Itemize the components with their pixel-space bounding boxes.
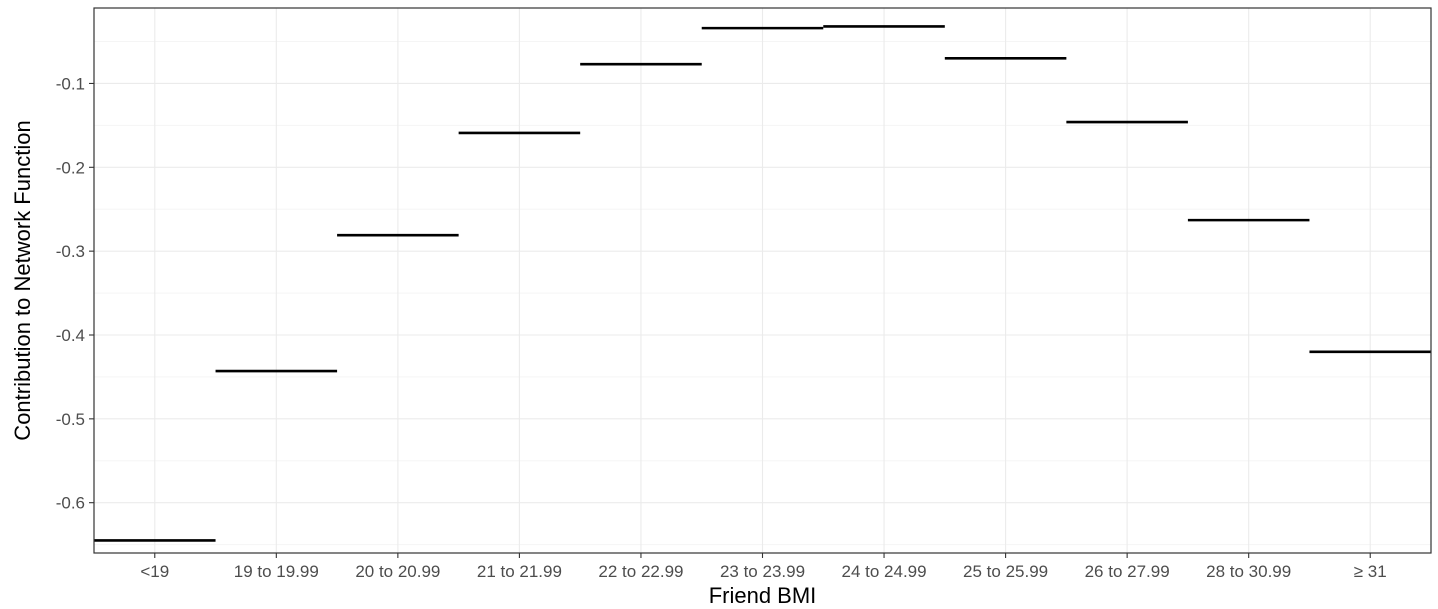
y-tick-label: -0.5: [56, 410, 85, 429]
x-tick-label: 24 to 24.99: [842, 562, 927, 581]
y-tick-label: -0.6: [56, 494, 85, 513]
y-tick-label: -0.2: [56, 158, 85, 177]
x-tick-label: 23 to 23.99: [720, 562, 805, 581]
y-axis-title: Contribution to Network Function: [10, 120, 35, 440]
x-tick-label: 21 to 21.99: [477, 562, 562, 581]
x-tick-label: 26 to 27.99: [1085, 562, 1170, 581]
x-tick-label: 22 to 22.99: [598, 562, 683, 581]
grid: [94, 8, 1431, 553]
y-axis-ticks: -0.6 -0.5 -0.4 -0.3 -0.2 -0.1: [56, 74, 94, 513]
x-tick-label: ≥ 31: [1354, 562, 1387, 581]
y-tick-label: -0.3: [56, 242, 85, 261]
x-axis-ticks: <19 19 to 19.99 20 to 20.99 21 to 21.99 22 t…: [140, 553, 1387, 581]
x-tick-label: 25 to 25.99: [963, 562, 1048, 581]
y-tick-label: -0.4: [56, 326, 85, 345]
x-axis-title: Friend BMI: [709, 583, 817, 608]
x-tick-label: 19 to 19.99: [234, 562, 319, 581]
y-tick-label: -0.1: [56, 74, 85, 93]
x-tick-label: 28 to 30.99: [1206, 562, 1291, 581]
x-tick-label: <19: [140, 562, 169, 581]
data-segments: [94, 25, 1431, 542]
x-tick-label: 20 to 20.99: [355, 562, 440, 581]
